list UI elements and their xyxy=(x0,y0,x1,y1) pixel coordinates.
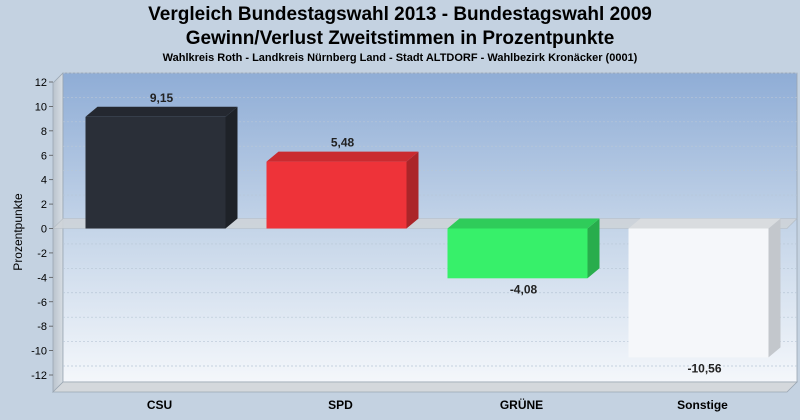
y-tick-label: 12 xyxy=(35,77,47,89)
bar-csu xyxy=(85,116,226,229)
x-axis-labels: CSU SPD GRÜNE Sonstige xyxy=(147,397,728,412)
chart-subsubtitle: Wahlkreis Roth - Landkreis Nürnberg Land… xyxy=(162,52,638,64)
bar-top-sonstige xyxy=(628,218,781,229)
bar-side-spd xyxy=(406,151,419,229)
data-label: -10,56 xyxy=(687,361,721,375)
bar-top-grüne xyxy=(447,218,600,229)
x-category-label: CSU xyxy=(147,398,172,412)
chart-title: Vergleich Bundestagswahl 2013 - Bundesta… xyxy=(148,4,652,25)
y-tick-label: 4 xyxy=(41,175,47,187)
bar-side-csu xyxy=(225,106,238,229)
floor xyxy=(52,381,798,393)
y-tick-label: -6 xyxy=(37,297,47,309)
bars xyxy=(85,106,781,358)
bar-grüne xyxy=(447,228,588,279)
y-axis-ticks: 12 10 8 6 4 2 0 -2 -4 -6 -8 -10 -12 xyxy=(31,77,53,382)
bar-spd xyxy=(266,161,407,229)
left-wall xyxy=(52,72,64,393)
y-tick-label: 8 xyxy=(41,126,47,138)
y-tick-label: -2 xyxy=(37,248,47,260)
y-tick-label: 0 xyxy=(41,224,47,236)
title-block: Vergleich Bundestagswahl 2013 - Bundesta… xyxy=(0,0,800,65)
data-labels: 9,15 5,48 -4,08 -10,56 xyxy=(150,91,722,376)
bar-top-spd xyxy=(266,151,419,162)
y-tick-label: -8 xyxy=(37,321,47,333)
data-label: -4,08 xyxy=(510,282,538,296)
y-tick-label: -12 xyxy=(31,370,47,382)
x-category-label: Sonstige xyxy=(677,398,728,412)
bar-top-csu xyxy=(85,106,238,117)
y-tick-label: -4 xyxy=(37,272,47,284)
data-label: 9,15 xyxy=(150,91,174,105)
chart-subtitle: Gewinn/Verlust Zweitstimmen in Prozentpu… xyxy=(185,28,615,49)
data-label: 5,48 xyxy=(331,136,355,150)
y-tick-label: 10 xyxy=(35,101,47,113)
y-axis-label: Prozentpunkte xyxy=(11,193,25,271)
y-tick-label: -10 xyxy=(31,346,47,358)
y-tick-label: 2 xyxy=(41,199,47,211)
y-tick-label: 6 xyxy=(41,150,47,162)
x-category-label: SPD xyxy=(328,398,353,412)
bar-side-grüne xyxy=(587,218,600,279)
x-category-label: GRÜNE xyxy=(500,397,543,412)
bar-sonstige xyxy=(628,228,769,358)
bar-side-sonstige xyxy=(768,218,781,358)
